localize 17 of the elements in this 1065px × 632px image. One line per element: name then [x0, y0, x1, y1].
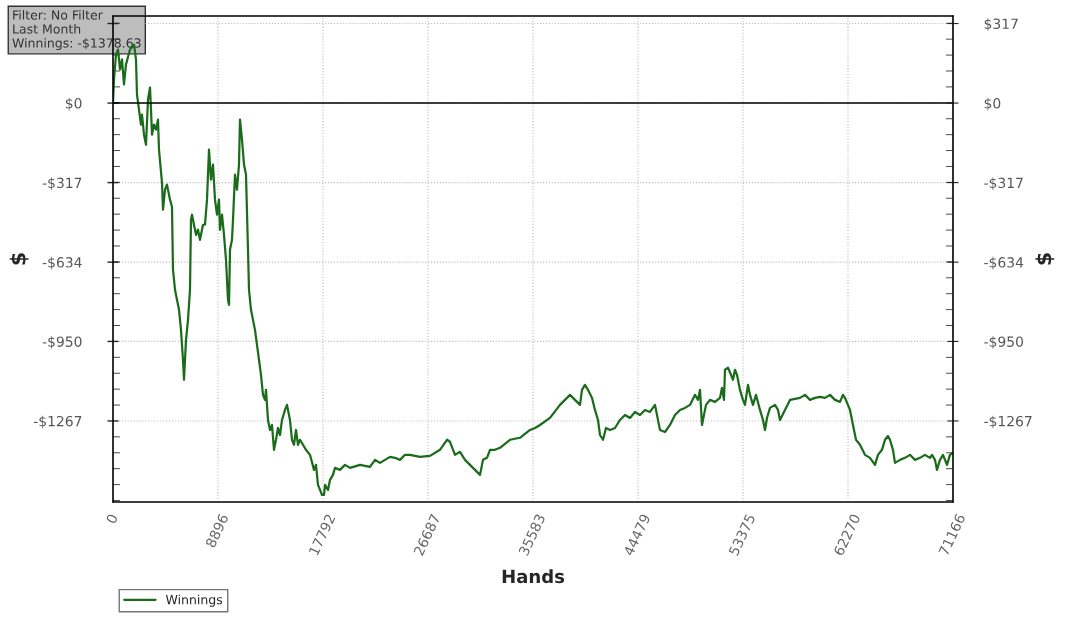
- y-tick-label: -$634: [42, 256, 82, 270]
- y-tick-label: -$317: [42, 177, 82, 190]
- y2-tick-label: -$950: [984, 336, 1023, 349]
- y-tick-label: -$950: [42, 336, 82, 349]
- y2-tick-label: $317: [984, 18, 1018, 31]
- y-axis-title: $: [9, 253, 29, 265]
- legend-label: Winnings: [165, 594, 223, 607]
- y-tick-label: -$1267: [33, 415, 82, 429]
- y2-tick-label: $0: [984, 97, 1001, 111]
- y2-axis-title: $: [1035, 253, 1055, 265]
- x-tick-label: 8896: [205, 513, 229, 549]
- y2-tick-label: -$634: [984, 256, 1024, 270]
- y-tick-label: $0: [65, 97, 82, 111]
- y2-tick-label: -$317: [984, 177, 1023, 190]
- x-tick-label: 0: [105, 513, 119, 525]
- x-axis-title: Hands: [502, 569, 565, 584]
- y2-tick-label: -$1267: [984, 415, 1032, 429]
